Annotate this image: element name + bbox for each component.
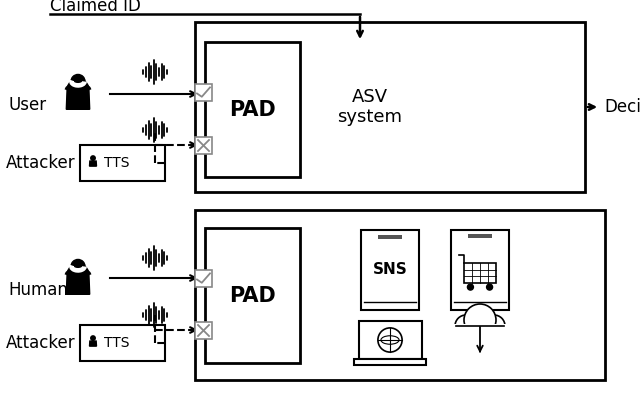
Text: Decision: Decision xyxy=(604,98,640,116)
Circle shape xyxy=(486,284,493,290)
Text: Attacker: Attacker xyxy=(6,334,76,352)
Circle shape xyxy=(483,315,505,337)
Bar xyxy=(354,359,426,365)
Bar xyxy=(361,230,419,310)
Bar xyxy=(205,228,300,363)
Circle shape xyxy=(467,284,474,290)
Bar xyxy=(195,322,212,339)
Bar xyxy=(195,84,212,101)
Text: SNS: SNS xyxy=(372,262,408,277)
Text: ASV
system: ASV system xyxy=(337,87,403,126)
Bar xyxy=(80,325,165,361)
Bar xyxy=(195,137,212,154)
Bar xyxy=(453,324,507,338)
Polygon shape xyxy=(67,275,90,294)
Bar xyxy=(80,145,165,181)
Text: Human: Human xyxy=(8,281,68,299)
Circle shape xyxy=(91,336,95,340)
Wedge shape xyxy=(67,264,89,275)
Bar xyxy=(195,22,585,192)
Circle shape xyxy=(71,74,85,89)
Text: PAD: PAD xyxy=(229,100,276,119)
Text: Claimed ID: Claimed ID xyxy=(50,0,141,15)
Text: Attacker: Attacker xyxy=(6,154,76,172)
Circle shape xyxy=(91,156,95,160)
Circle shape xyxy=(378,328,402,352)
Polygon shape xyxy=(90,161,97,166)
Circle shape xyxy=(71,260,85,273)
Wedge shape xyxy=(67,79,89,90)
Bar xyxy=(451,230,509,310)
Bar xyxy=(378,235,402,239)
Bar xyxy=(195,270,212,287)
Bar xyxy=(464,263,496,283)
Bar xyxy=(468,234,492,238)
Polygon shape xyxy=(67,90,90,109)
Bar xyxy=(358,321,422,359)
Text: PAD: PAD xyxy=(229,286,276,305)
Bar xyxy=(195,210,605,380)
Bar xyxy=(205,42,300,177)
Polygon shape xyxy=(90,341,97,346)
Circle shape xyxy=(455,315,477,337)
Circle shape xyxy=(464,304,496,336)
Text: TTS: TTS xyxy=(104,336,129,350)
Text: User: User xyxy=(8,96,46,114)
Text: TTS: TTS xyxy=(104,156,129,170)
